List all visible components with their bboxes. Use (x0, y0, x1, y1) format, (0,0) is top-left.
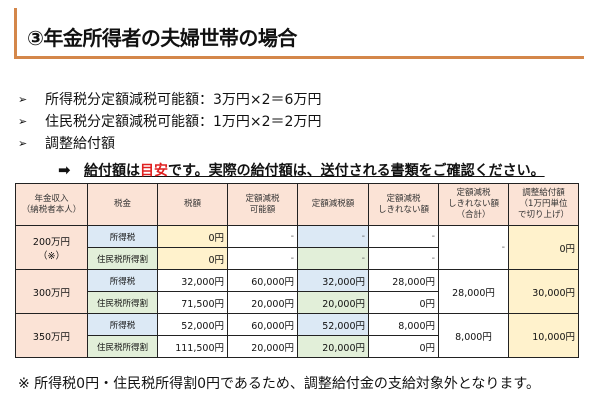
remaining-cell: 8,000円 (368, 313, 439, 336)
arrowhead-bullet-icon: ➢ (18, 92, 28, 106)
possible-cell: - (227, 225, 298, 248)
page-title: ③年金所得者の夫婦世帯の場合 (27, 26, 297, 50)
table-row: 200万円 （※） 所得税 0円 - - - - 0円 (15, 225, 579, 270)
arrowhead-bullet-icon: ➢ (18, 136, 28, 150)
tax-amount-cell: 32,000円 (157, 269, 228, 292)
adjustment-cell: 0円 (508, 225, 579, 270)
header-adjustment: 調整給付額 （1万円単位 で切り上げ） (508, 183, 579, 226)
reduction-cell: - (297, 225, 369, 248)
reduction-cell: 20,000円 (297, 335, 369, 358)
bullet-list: ➢ 所得税分定額減税可能額：3万円×2＝6万円 ➢ 住民税分定額減税可能額：1万… (18, 88, 321, 154)
tax-type-cell: 所得税 (87, 269, 158, 292)
benefit-table: 年金収入 （納税者本人） 税金 税額 定額減税 可能額 定額減税額 定額減税 し… (15, 183, 579, 358)
tax-type-cell: 所得税 (87, 313, 158, 336)
bullet-text: 住民税分定額減税可能額：1万円×2＝2万円 (45, 114, 322, 130)
table-row: 住民税所得割 71,500円 20,000円 20,000円 0円 (16, 291, 579, 314)
bullet-item: ➢ 所得税分定額減税可能額：3万円×2＝6万円 (18, 88, 321, 110)
note-emphasis: 目安 (140, 163, 168, 179)
table-header-row: 年金収入 （納税者本人） 税金 税額 定額減税 可能額 定額減税額 定額減税 し… (15, 183, 579, 226)
reduction-cell: - (297, 247, 369, 270)
remaining-cell: 0円 (368, 335, 439, 358)
possible-cell: 20,000円 (227, 335, 298, 358)
reduction-cell: 32,000円 (297, 269, 369, 292)
note-part2: です。実際の給付額は、送付される書類をご確認ください。 (168, 163, 545, 179)
income-cell: 200万円 （※） (15, 225, 88, 270)
remaining-cell: - (368, 247, 439, 270)
tax-type-cell: 住民税所得割 (87, 247, 158, 270)
tax-amount-cell: 71,500円 (157, 291, 228, 314)
bullet-item: ➢ 調整給付額 (18, 132, 321, 154)
right-arrow-icon: ➡ (58, 161, 71, 179)
adjustment-cell: 30,000円 (508, 269, 579, 314)
header-remaining-total: 定額減税 しきれない額 （合計） (438, 183, 509, 226)
header-possible-reduction: 定額減税 可能額 (227, 183, 298, 226)
table-row: 350万円 所得税 52,000円 60,000円 52,000円 8,000円… (15, 313, 579, 358)
tax-type-cell: 住民税所得割 (87, 335, 158, 358)
footnote: ※ 所得税0円・住民税所得割0円であるため、調整給付金の支給対象外となります。 (18, 376, 541, 392)
adjustment-cell: 10,000円 (508, 313, 579, 358)
possible-cell: - (227, 247, 298, 270)
bullet-item: ➢ 住民税分定額減税可能額：1万円×2＝2万円 (18, 110, 321, 132)
table-row: 住民税所得割 111,500円 20,000円 20,000円 0円 (16, 335, 579, 358)
tax-amount-cell: 0円 (157, 225, 228, 248)
note-text: 給付額は目安です。実際の給付額は、送付される書類をご確認ください。 (84, 160, 545, 180)
tax-amount-cell: 52,000円 (157, 313, 228, 336)
tax-type-cell: 住民税所得割 (87, 291, 158, 314)
possible-cell: 60,000円 (227, 313, 298, 336)
income-cell: 300万円 (15, 269, 88, 314)
remaining-total-cell: 8,000円 (438, 313, 509, 358)
note-line: ➡ 給付額は目安です。実際の給付額は、送付される書類をご確認ください。 (58, 160, 545, 180)
arrowhead-bullet-icon: ➢ (18, 114, 28, 128)
possible-cell: 20,000円 (227, 291, 298, 314)
note-part1: 給付額は (84, 163, 140, 179)
reduction-cell: 52,000円 (297, 313, 369, 336)
remaining-cell: 0円 (368, 291, 439, 314)
remaining-cell: - (368, 225, 439, 248)
possible-cell: 60,000円 (227, 269, 298, 292)
table-row: 300万円 所得税 32,000円 60,000円 32,000円 28,000… (15, 269, 579, 314)
bullet-text: 調整給付額 (45, 136, 115, 152)
remaining-cell: 28,000円 (368, 269, 439, 292)
tax-amount-cell: 0円 (157, 247, 228, 270)
header-remaining: 定額減税 しきれない額 (368, 183, 439, 226)
remaining-total-cell: 28,000円 (438, 269, 509, 314)
tax-type-cell: 所得税 (87, 225, 158, 248)
remaining-total-cell: - (438, 225, 509, 270)
reduction-cell: 20,000円 (297, 291, 369, 314)
header-tax-amount: 税額 (157, 183, 228, 226)
bullet-text: 所得税分定額減税可能額：3万円×2＝6万円 (45, 92, 322, 108)
header-tax-type: 税金 (87, 183, 158, 226)
income-cell: 350万円 (15, 313, 88, 358)
tax-amount-cell: 111,500円 (157, 335, 228, 358)
header-income: 年金収入 （納税者本人） (15, 183, 88, 226)
header-reduction: 定額減税額 (297, 183, 369, 226)
title-bar: ③年金所得者の夫婦世帯の場合 (14, 8, 584, 59)
